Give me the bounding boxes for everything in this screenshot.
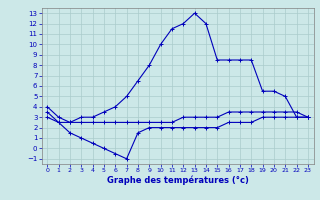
X-axis label: Graphe des températures (°c): Graphe des températures (°c) xyxy=(107,176,249,185)
